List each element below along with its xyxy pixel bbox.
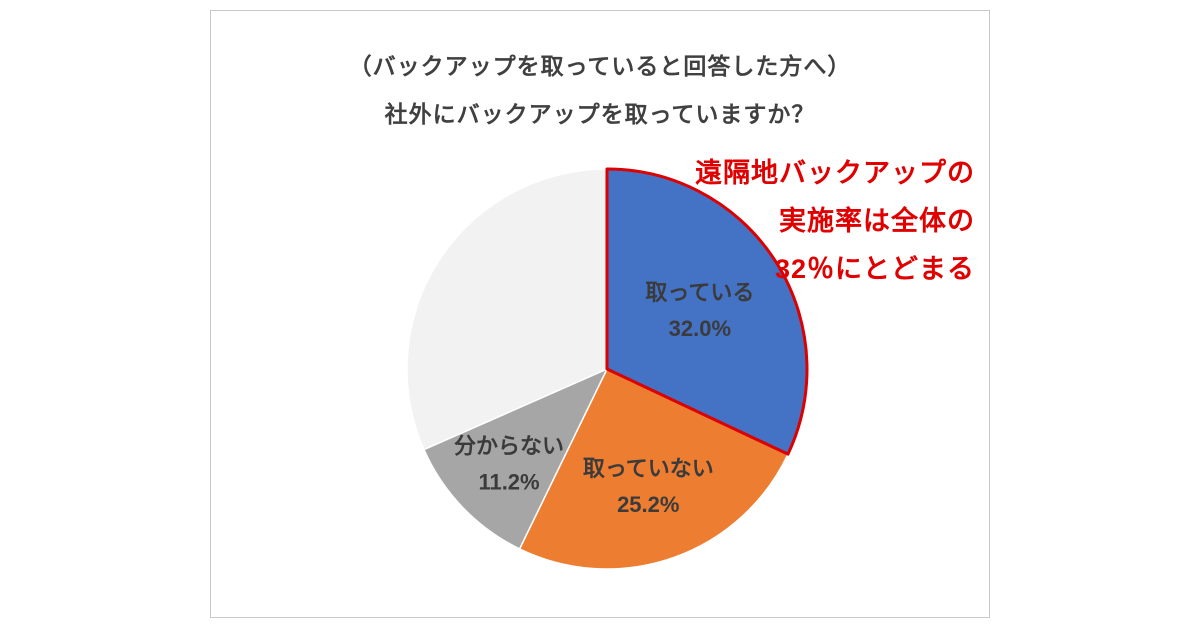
chart-panel: （バックアップを取っていると回答した方へ） 社外にバックアップを取っていますか？…: [210, 10, 990, 618]
pie-slice-label: 取っている: [645, 280, 754, 305]
annotation: 遠隔地バックアップの 実施率は全体の 32％にとどまる: [695, 149, 975, 293]
pie-slice-value: 11.2%: [478, 469, 539, 494]
pie-slice: [406, 168, 608, 451]
pie-chart: 取っている 32.0% 取っていない 25.2% 分からない 11.2%: [406, 167, 809, 570]
pie-slice: [518, 368, 789, 570]
pie-slice-label: 取っていない: [583, 456, 714, 481]
pie-slice: [423, 368, 608, 550]
annotation-line-1: 遠隔地バックアップの: [695, 158, 975, 188]
pie-slice: [605, 167, 809, 456]
pie-slice-label: 分からない: [454, 433, 564, 458]
chart-title-line2: 社外にバックアップを取っていますか？: [384, 101, 816, 127]
pie-slice-value: 32.0%: [669, 316, 731, 341]
annotation-line-3: 32％にとどまる: [774, 254, 975, 284]
pie-slice-value: 25.2%: [617, 492, 679, 517]
annotation-line-2: 実施率は全体の: [779, 206, 975, 236]
chart-title-line1: （バックアップを取っていると回答した方へ）: [348, 53, 852, 79]
